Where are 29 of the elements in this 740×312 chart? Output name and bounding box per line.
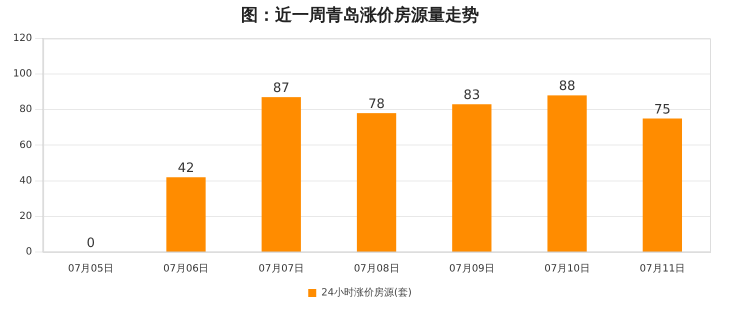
- bar: [547, 95, 587, 252]
- x-tick-label: 07月10日: [544, 264, 590, 275]
- y-tick-label: 80: [19, 104, 32, 116]
- data-label: 87: [272, 81, 290, 96]
- bar: [642, 118, 682, 252]
- x-tick-label: 07月07日: [258, 264, 304, 275]
- x-tick-label: 07月08日: [354, 264, 400, 275]
- y-tick-label: 100: [12, 68, 32, 80]
- bar: [262, 97, 301, 252]
- data-label: 75: [654, 102, 671, 118]
- legend-label: 24小时涨价房源(套): [321, 286, 412, 299]
- y-tick-label: 0: [26, 246, 32, 258]
- x-tick-label: 07月11日: [640, 264, 686, 275]
- y-tick-label: 20: [19, 210, 32, 222]
- data-label: 0: [86, 236, 95, 251]
- y-tick-label: 120: [12, 32, 32, 44]
- chart-title: 图：近一周青岛涨价房源量走势: [241, 6, 479, 26]
- data-label: 42: [178, 161, 194, 176]
- y-tick-label: 60: [19, 140, 32, 151]
- bar: [166, 177, 206, 252]
- bar: [356, 113, 396, 252]
- data-label: 88: [558, 79, 576, 94]
- data-label: 78: [368, 97, 385, 112]
- x-tick-label: 07月05日: [68, 264, 114, 275]
- y-tick-label: 40: [19, 175, 32, 186]
- x-tick-label: 07月06日: [163, 264, 209, 275]
- bar: [452, 104, 492, 252]
- x-tick-label: 07月09日: [449, 264, 495, 275]
- data-label: 83: [464, 88, 480, 104]
